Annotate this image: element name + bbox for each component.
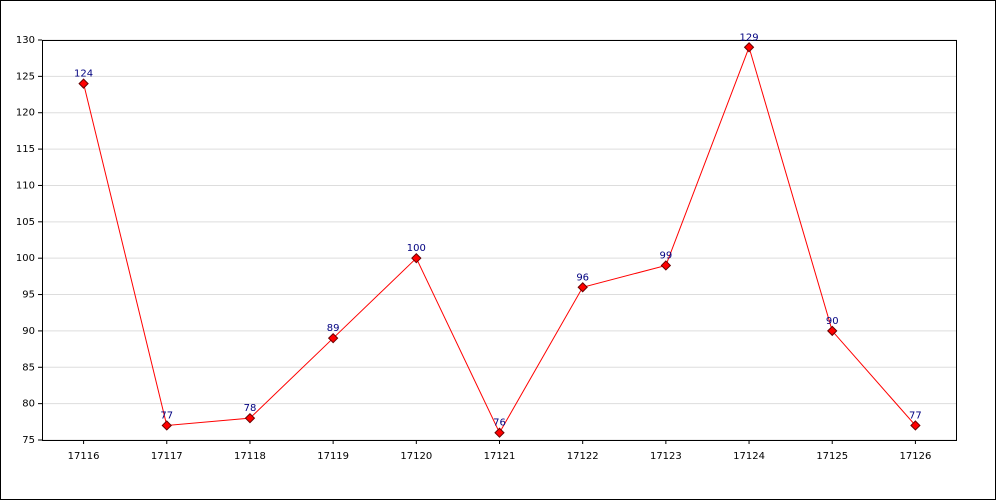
x-tick-label: 17116: [68, 451, 100, 462]
marker: [827, 325, 838, 337]
x-tick-label: 17118: [234, 451, 266, 462]
marker: [78, 78, 89, 89]
marker: [161, 420, 172, 431]
x-tick-label: 17120: [400, 451, 432, 462]
value-label: 90: [826, 316, 839, 327]
marker: [743, 42, 755, 53]
marker: [244, 412, 256, 424]
x-tick-label: 17119: [317, 451, 349, 462]
x-tick-label: 17117: [151, 451, 183, 462]
marker: [494, 427, 505, 438]
y-tick-label: 105: [16, 217, 35, 228]
y-tick-label: 130: [16, 35, 35, 46]
x-tick-label: 17124: [733, 451, 765, 462]
x-tick-label: 17126: [900, 451, 932, 462]
value-label: 129: [739, 32, 758, 43]
value-label: 99: [659, 250, 672, 261]
value-label: 124: [74, 69, 93, 80]
value-label: 89: [327, 323, 340, 334]
x-tick-label: 17121: [484, 451, 516, 462]
value-label: 96: [576, 272, 589, 283]
marker: [660, 260, 672, 271]
x-tick-label: 17125: [816, 451, 848, 462]
value-label: 77: [909, 410, 922, 421]
x-tick-label: 17122: [567, 451, 599, 462]
y-tick-label: 125: [16, 71, 35, 82]
marker: [327, 332, 339, 344]
x-tick-label: 17123: [650, 451, 682, 462]
value-label: 78: [244, 403, 257, 414]
value-label: 76: [493, 418, 506, 429]
y-tick-label: 80: [22, 399, 35, 410]
value-label: 77: [160, 410, 173, 421]
y-tick-label: 90: [22, 326, 35, 337]
y-tick-label: 115: [16, 144, 35, 155]
marker: [411, 252, 422, 264]
y-tick-label: 95: [22, 290, 35, 301]
y-tick-label: 110: [16, 180, 35, 191]
y-tick-label: 85: [22, 362, 35, 373]
y-tick-label: 75: [22, 435, 35, 446]
marker: [910, 420, 921, 431]
y-tick-label: 120: [16, 108, 35, 119]
y-tick-label: 100: [16, 253, 35, 264]
marker: [577, 282, 588, 293]
value-label: 100: [407, 243, 426, 254]
